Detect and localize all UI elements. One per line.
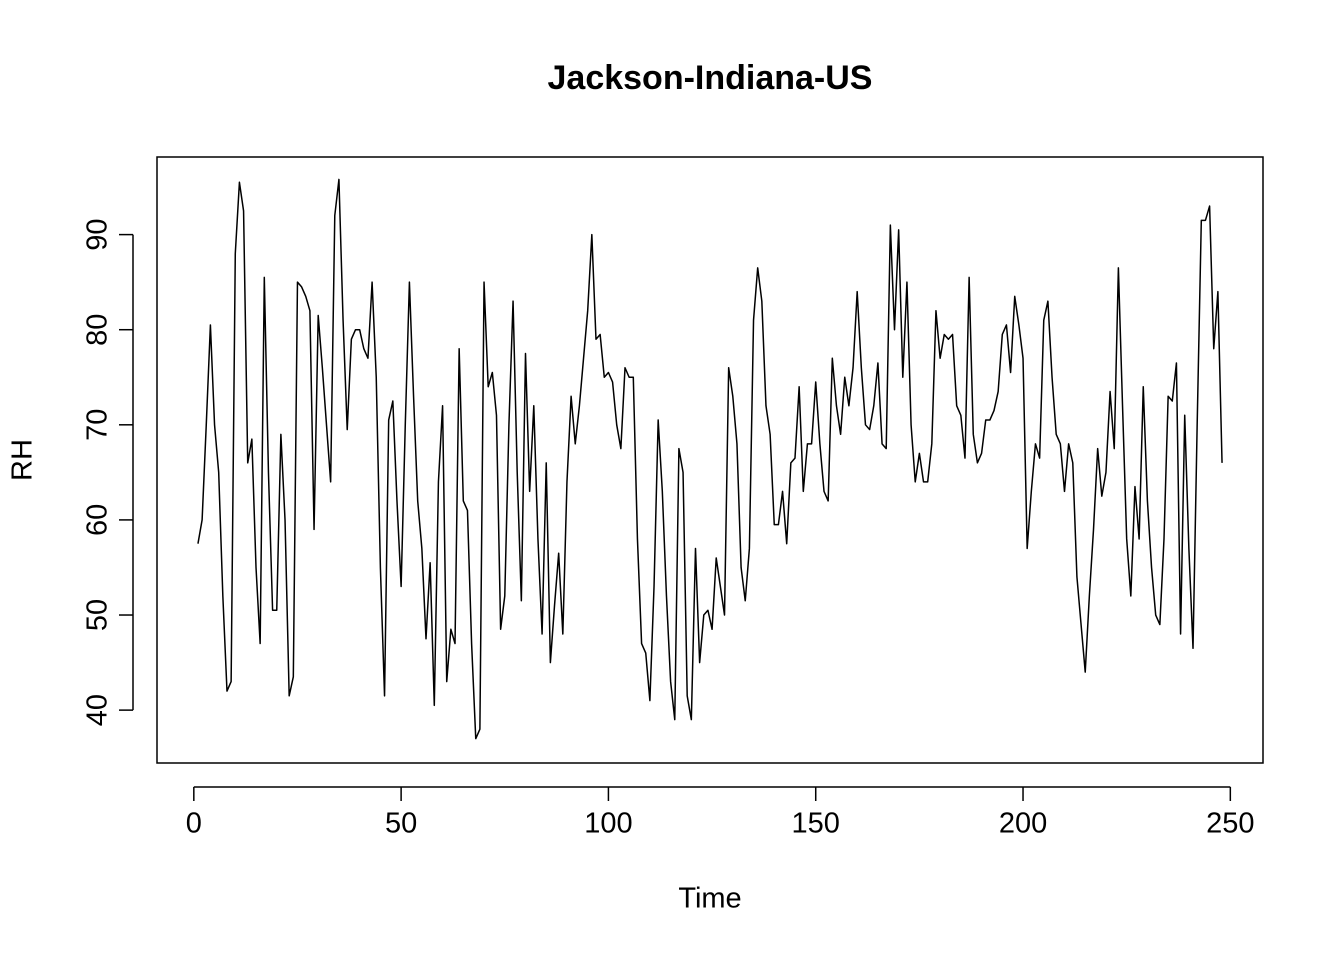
x-tick-label: 200 xyxy=(999,808,1047,840)
x-tick-label: 50 xyxy=(385,808,417,840)
y-tick-label: 70 xyxy=(82,409,114,441)
x-tick-label: 150 xyxy=(792,808,840,840)
y-tick-label: 50 xyxy=(82,599,114,631)
plot-frame xyxy=(156,156,1264,764)
x-axis-label: Time xyxy=(678,883,741,915)
data-line xyxy=(197,178,1223,740)
x-tick-label: 0 xyxy=(186,808,202,840)
x-tick-label: 100 xyxy=(584,808,632,840)
y-tick-label: 80 xyxy=(82,314,114,346)
y-tick-label: 90 xyxy=(82,218,114,250)
chart-title: Jackson-Indiana-US xyxy=(548,59,873,97)
y-tick-label: 60 xyxy=(82,504,114,536)
y-tick-label: 40 xyxy=(82,694,114,726)
y-axis-label: RH xyxy=(7,439,39,481)
x-tick-label: 250 xyxy=(1206,808,1254,840)
